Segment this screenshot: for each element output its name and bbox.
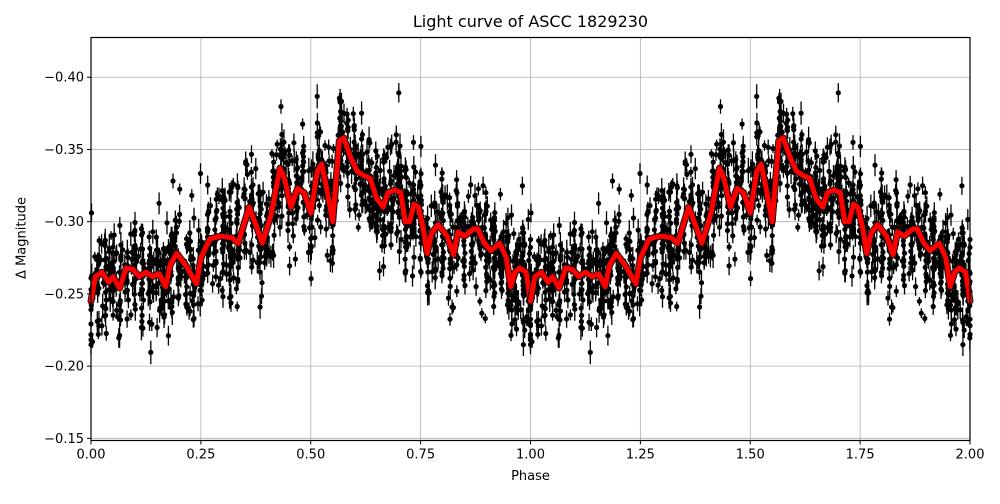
svg-text:1.00: 1.00 bbox=[516, 448, 545, 463]
svg-text:1.50: 1.50 bbox=[736, 448, 765, 463]
x-axis-label: Phase bbox=[511, 469, 550, 484]
svg-text:0.25: 0.25 bbox=[186, 448, 215, 463]
svg-text:0.00: 0.00 bbox=[77, 448, 106, 463]
svg-text:2.00: 2.00 bbox=[956, 448, 985, 463]
svg-text:0.75: 0.75 bbox=[406, 448, 435, 463]
binned-mean-curve bbox=[87, 134, 974, 305]
svg-text:−0.25: −0.25 bbox=[44, 287, 84, 302]
svg-text:−0.35: −0.35 bbox=[44, 143, 84, 158]
chart-title: Light curve of ASCC 1829230 bbox=[412, 12, 649, 31]
y-axis-label: Δ Magnitude bbox=[14, 197, 30, 279]
svg-text:−0.30: −0.30 bbox=[44, 215, 84, 230]
svg-text:0.50: 0.50 bbox=[296, 448, 325, 463]
svg-text:−0.20: −0.20 bbox=[44, 360, 84, 375]
svg-text:1.75: 1.75 bbox=[846, 448, 875, 463]
y-axis-ticks: −0.40 −0.35 −0.30 −0.25 −0.20 −0.15 bbox=[44, 71, 91, 447]
x-axis-ticks: 0.00 0.25 0.50 0.75 1.00 1.25 1.50 1.75 2.00 bbox=[77, 440, 985, 463]
svg-text:−0.15: −0.15 bbox=[44, 432, 84, 447]
svg-text:−0.40: −0.40 bbox=[44, 71, 84, 86]
svg-text:1.25: 1.25 bbox=[626, 448, 655, 463]
